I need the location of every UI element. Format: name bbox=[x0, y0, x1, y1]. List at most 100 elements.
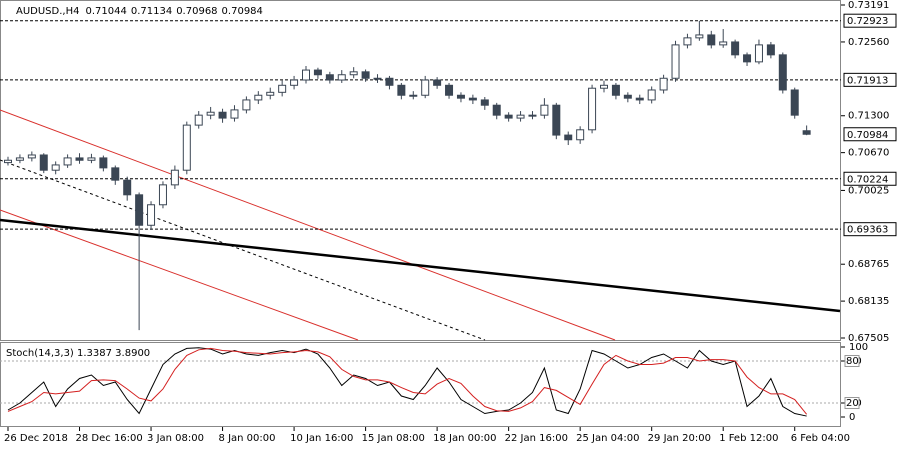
candle-body bbox=[111, 167, 120, 181]
candle-body bbox=[75, 157, 84, 161]
price-level-label: 0.70224 bbox=[847, 174, 888, 185]
price-level-label: 0.72923 bbox=[847, 16, 888, 27]
candle-body bbox=[528, 114, 537, 117]
channel-line bbox=[0, 209, 359, 341]
candle-body bbox=[492, 104, 501, 116]
y-tick-label: 0.68765 bbox=[848, 259, 889, 270]
candle-body bbox=[337, 74, 346, 81]
x-tick-label: 8 Jan 00:00 bbox=[219, 433, 276, 444]
candle-body bbox=[313, 69, 322, 76]
candle-body bbox=[397, 84, 406, 96]
stoch-level-label: 80 bbox=[846, 356, 859, 367]
candle-body bbox=[731, 41, 740, 56]
candle-body bbox=[623, 94, 632, 99]
x-tick-label: 3 Jan 08:00 bbox=[147, 433, 204, 444]
candle-body bbox=[719, 41, 728, 46]
candle-body bbox=[516, 114, 525, 119]
candle-body bbox=[4, 159, 12, 164]
candle-body bbox=[218, 111, 227, 119]
price-level-box bbox=[843, 222, 897, 237]
candle-body bbox=[63, 157, 72, 166]
candle-body bbox=[766, 44, 775, 56]
candle-body bbox=[504, 114, 513, 119]
candle-body bbox=[206, 111, 215, 116]
candle-body bbox=[99, 157, 108, 169]
header-low: 0.70968 bbox=[176, 6, 217, 17]
y-tick-label: 0.71300 bbox=[848, 111, 889, 122]
candle-body bbox=[540, 104, 549, 116]
candle-body bbox=[87, 157, 96, 161]
candle-body bbox=[778, 54, 787, 91]
candle-body bbox=[611, 84, 620, 96]
candle-body bbox=[433, 79, 442, 86]
current-price-box bbox=[843, 127, 897, 142]
stoch-level-box bbox=[844, 397, 860, 409]
candle-body bbox=[39, 154, 48, 171]
candle-body bbox=[445, 84, 454, 96]
candle-body bbox=[695, 34, 704, 39]
candle-body bbox=[158, 184, 167, 206]
candle-body bbox=[242, 99, 251, 111]
candle-body bbox=[707, 34, 716, 46]
symbol: AUDUSD.,H4 bbox=[16, 6, 79, 17]
candle-body bbox=[600, 84, 608, 89]
x-tick-label: 1 Feb 12:00 bbox=[719, 433, 778, 444]
x-tick-label: 28 Dec 16:00 bbox=[76, 433, 143, 444]
header-high: 0.71134 bbox=[131, 6, 172, 17]
candle-body bbox=[409, 94, 418, 97]
candle-body bbox=[683, 37, 692, 46]
stoch-pane bbox=[0, 342, 841, 427]
y-tick-label: 0.67505 bbox=[848, 333, 889, 344]
y-tick-label: 0.70670 bbox=[848, 148, 889, 159]
candle-body bbox=[552, 104, 561, 136]
price-level-box bbox=[843, 72, 897, 87]
price-pane bbox=[0, 0, 841, 341]
candle-body bbox=[325, 74, 334, 81]
x-tick-label: 29 Jan 20:00 bbox=[648, 433, 711, 444]
x-tick-label: 15 Jan 08:00 bbox=[362, 433, 425, 444]
price-level-label: 0.69363 bbox=[847, 225, 888, 236]
trend-line-dashed bbox=[0, 159, 486, 341]
candle-body bbox=[147, 204, 156, 226]
candle-body bbox=[480, 99, 489, 106]
header-open: 0.71044 bbox=[85, 6, 126, 17]
candle-body bbox=[754, 44, 763, 63]
y-tick-label: 0.68135 bbox=[848, 296, 889, 307]
stoch-title: Stoch(14,3,3) 1.3387 3.8900 bbox=[6, 348, 150, 359]
candle-body bbox=[743, 54, 752, 63]
candle-body bbox=[15, 157, 24, 161]
x-tick-label: 26 Dec 2018 bbox=[4, 433, 68, 444]
candle-body bbox=[659, 77, 668, 91]
candle-body bbox=[51, 164, 60, 171]
x-tick-label: 18 Jan 00:00 bbox=[433, 433, 496, 444]
candle-body bbox=[576, 129, 585, 141]
candle-body bbox=[123, 179, 132, 196]
candle-body bbox=[278, 84, 287, 93]
trend-line bbox=[0, 218, 841, 313]
x-tick-label: 6 Feb 04:00 bbox=[791, 433, 850, 444]
candle-body bbox=[361, 71, 370, 79]
header-close: 0.70984 bbox=[222, 6, 263, 17]
candle-body bbox=[266, 91, 275, 96]
candle-body bbox=[421, 79, 430, 96]
price-level-box bbox=[843, 171, 897, 186]
x-tick-label: 10 Jan 16:00 bbox=[290, 433, 353, 444]
stoch-level-label: 20 bbox=[846, 398, 859, 409]
candle-body bbox=[135, 194, 144, 226]
candle-body bbox=[194, 114, 203, 126]
stoch-tick-label: 0 bbox=[849, 412, 855, 423]
y-tick-label: 0.70025 bbox=[848, 185, 889, 196]
candle-body bbox=[647, 89, 656, 101]
current-price-label: 0.70984 bbox=[847, 130, 888, 141]
candle-body bbox=[302, 69, 310, 81]
candle-body bbox=[373, 77, 382, 80]
candle-body bbox=[588, 87, 597, 131]
candle-body bbox=[349, 71, 358, 76]
candle-body bbox=[671, 44, 680, 79]
candle-body bbox=[182, 124, 191, 171]
candle-body bbox=[635, 97, 644, 101]
x-tick-label: 22 Jan 16:00 bbox=[505, 433, 568, 444]
candle-body bbox=[254, 94, 263, 101]
candle-body bbox=[790, 89, 799, 116]
stoch-line bbox=[7, 347, 808, 415]
